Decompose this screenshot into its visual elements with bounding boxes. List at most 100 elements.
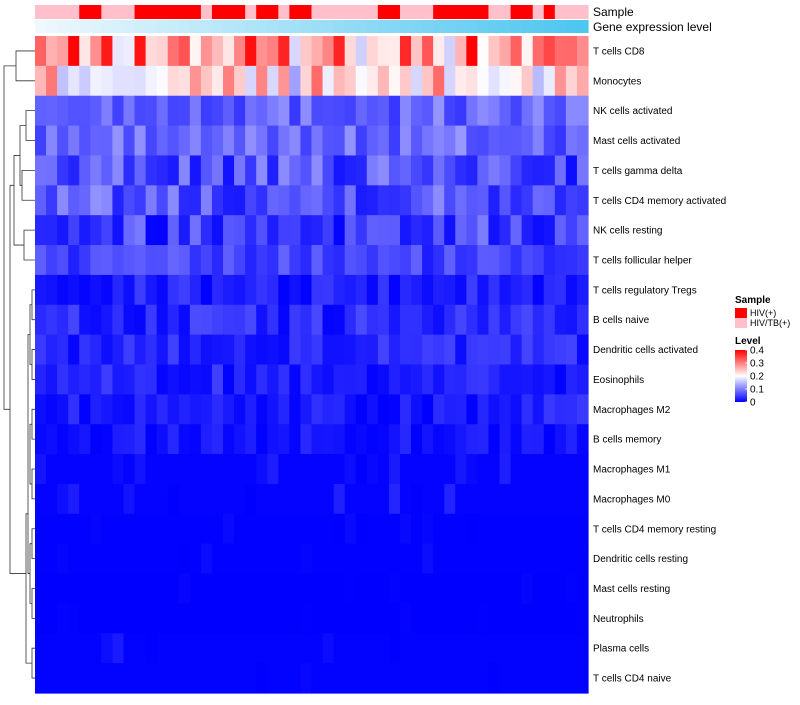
heatmap-cell <box>411 603 423 634</box>
heatmap-cell <box>123 424 136 455</box>
heatmap-cell <box>300 454 313 485</box>
sample-annotation-cell <box>322 5 335 19</box>
heatmap-cell <box>211 543 224 575</box>
heatmap-cell <box>521 454 534 485</box>
heatmap-cell <box>189 513 202 545</box>
heatmap-cell <box>189 185 202 216</box>
heatmap-cell <box>145 513 158 545</box>
heatmap-cell <box>344 603 357 634</box>
sample-annotation-cell <box>333 5 346 19</box>
heatmap-cell <box>411 215 423 246</box>
expression-annotation-cell <box>156 20 169 33</box>
heatmap-cell <box>532 215 545 246</box>
heatmap-cell <box>355 185 368 216</box>
heatmap-cell <box>278 65 290 97</box>
dendrogram-link <box>3 65 16 410</box>
heatmap-cell <box>101 245 114 276</box>
heatmap-cell <box>57 364 69 395</box>
row-label: Plasma cells <box>593 644 649 655</box>
heatmap-cell <box>521 603 534 634</box>
heatmap-cell <box>388 245 401 276</box>
sample-annotation-cell <box>46 5 58 19</box>
heatmap-cell <box>35 513 47 545</box>
heatmap-cell <box>433 573 445 605</box>
heatmap-cell <box>101 274 114 306</box>
heatmap-cell <box>444 394 456 425</box>
heatmap-cell <box>532 36 545 67</box>
heatmap-cell <box>223 95 235 127</box>
heatmap-cell <box>234 573 246 605</box>
heatmap-cell <box>256 36 268 67</box>
heatmap-cell <box>532 65 545 97</box>
expression-track-label: Gene expression level <box>593 20 712 34</box>
heatmap-cell <box>57 483 69 515</box>
heatmap-cell <box>245 36 257 67</box>
heatmap-cell <box>200 633 213 664</box>
heatmap-cell <box>543 125 556 157</box>
heatmap-cell <box>90 185 102 216</box>
heatmap-cell <box>145 334 158 366</box>
heatmap-cell <box>433 65 445 97</box>
heatmap-cell <box>543 95 556 127</box>
heatmap-cell <box>145 394 158 425</box>
heatmap-cell <box>388 304 401 336</box>
heatmap-cell <box>510 274 523 306</box>
sample-annotation-cell <box>411 5 423 19</box>
sample-annotation-cell <box>256 5 268 19</box>
heatmap-cell <box>322 633 335 664</box>
heatmap-cell <box>189 424 202 455</box>
heatmap-cell <box>46 394 58 425</box>
heatmap-cell <box>388 185 401 216</box>
heatmap-cell <box>477 304 490 336</box>
row-label: NK cells resting <box>593 226 662 237</box>
heatmap-cell <box>267 633 279 664</box>
sample-annotation-cell <box>200 5 213 19</box>
heatmap-cell <box>200 543 213 575</box>
heatmap-cell <box>322 95 335 127</box>
dendrogram-link <box>29 423 32 485</box>
heatmap-cell <box>289 274 302 306</box>
heatmap-cell <box>178 513 191 545</box>
heatmap-cell <box>466 513 478 545</box>
heatmap-cell <box>521 65 534 97</box>
heatmap-cell <box>145 65 158 97</box>
heatmap-cell <box>267 215 279 246</box>
sample-annotation-cell <box>112 5 125 19</box>
heatmap-cell <box>377 304 390 336</box>
heatmap-cell <box>499 513 512 545</box>
heatmap-cell <box>554 573 567 605</box>
expression-annotation-cell <box>333 20 346 33</box>
heatmap-cell <box>35 633 47 664</box>
heatmap-cell <box>422 185 434 216</box>
heatmap-cell <box>101 483 114 515</box>
heatmap-cell <box>101 454 114 485</box>
heatmap-cell <box>576 65 589 97</box>
heatmap-cell <box>554 633 567 664</box>
heatmap-cell <box>377 454 390 485</box>
heatmap-cell <box>466 274 478 306</box>
heatmap-cell <box>554 185 567 216</box>
row-label: Neutrophils <box>593 614 644 625</box>
heatmap-cell <box>377 334 390 366</box>
expression-annotation-cell <box>565 20 578 33</box>
heatmap-cell <box>444 454 456 485</box>
heatmap-cell <box>422 95 434 127</box>
heatmap-cell <box>189 155 202 186</box>
heatmap-cell <box>123 454 136 485</box>
heatmap-cell <box>355 424 368 455</box>
heatmap-cell <box>377 65 390 97</box>
heatmap-cell <box>532 424 545 455</box>
heatmap-cell <box>422 364 434 395</box>
heatmap-cell <box>167 513 180 545</box>
heatmap-cell <box>178 274 191 306</box>
heatmap-cell <box>543 215 556 246</box>
heatmap-cell <box>521 573 534 605</box>
heatmap-cell <box>278 513 290 545</box>
heatmap-cell <box>565 663 578 694</box>
heatmap-cell <box>300 364 313 395</box>
heatmap-cell <box>322 454 335 485</box>
heatmap-cell <box>112 513 125 545</box>
heatmap-cell <box>333 513 346 545</box>
heatmap-cell <box>256 633 268 664</box>
heatmap-cell <box>46 603 58 634</box>
